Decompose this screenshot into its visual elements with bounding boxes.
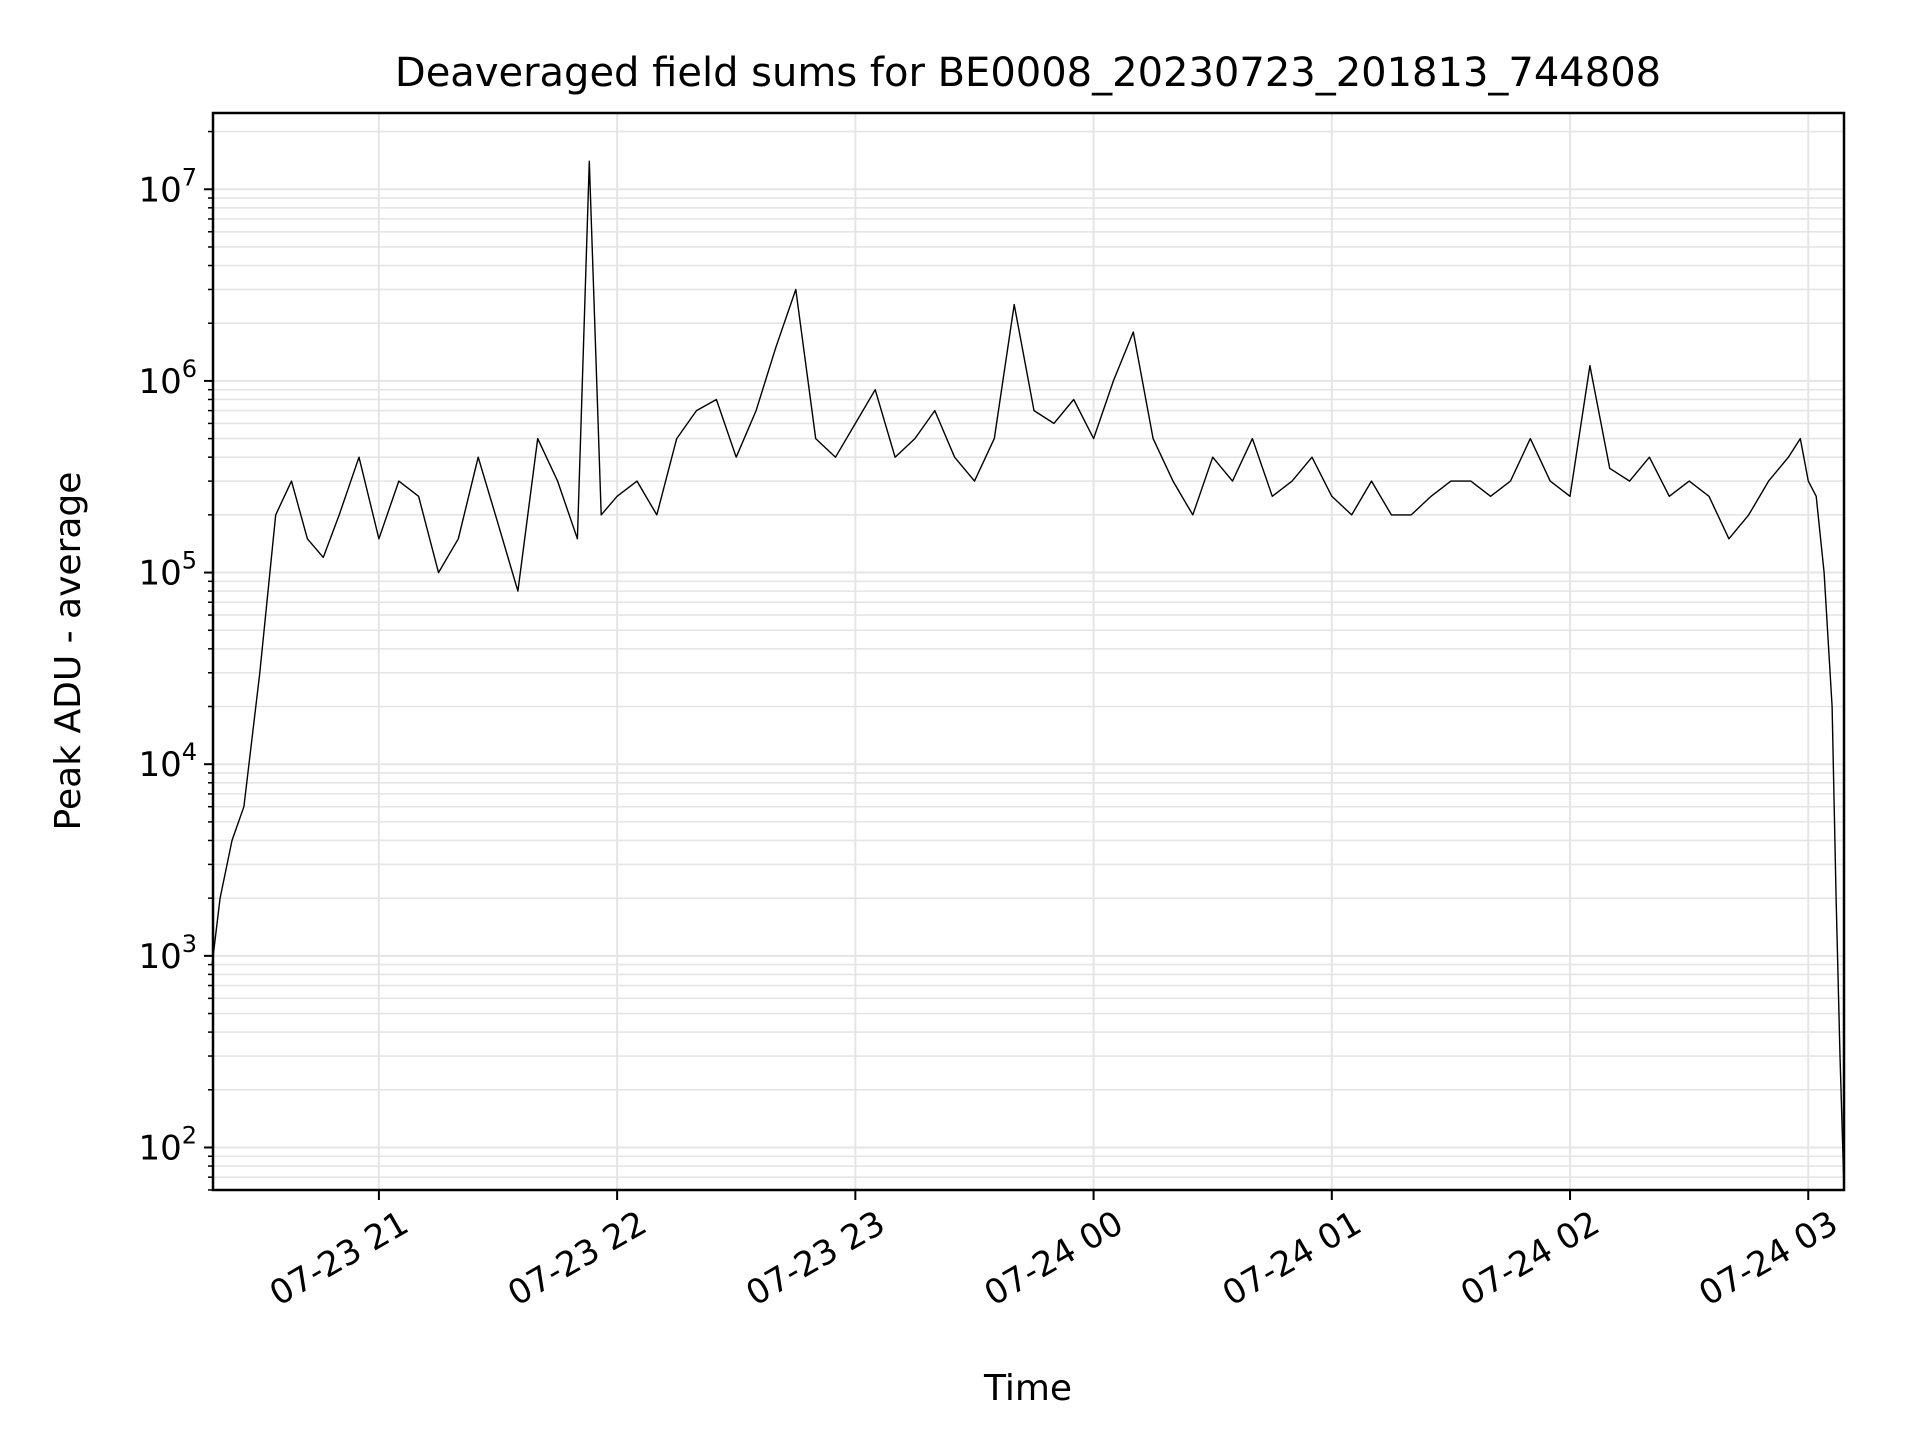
- x-axis-label: Time: [983, 1368, 1072, 1409]
- chart-title: Deaveraged field sums for BE0008_2023072…: [395, 50, 1661, 96]
- y-tick-label: 102: [138, 1121, 197, 1168]
- series-layer: [211, 160, 1845, 1191]
- grid: [213, 113, 1844, 1191]
- y-tick-label: 105: [138, 547, 197, 594]
- y-axis-label: Peak ADU - average: [48, 472, 89, 831]
- series-line: [211, 160, 1845, 1191]
- y-tick-label: 106: [138, 355, 197, 402]
- y-tick-label: 107: [138, 163, 197, 210]
- y-tick-label: 103: [138, 930, 197, 977]
- plot-frame: [211, 111, 1846, 1192]
- y-tick-label: 104: [138, 738, 197, 785]
